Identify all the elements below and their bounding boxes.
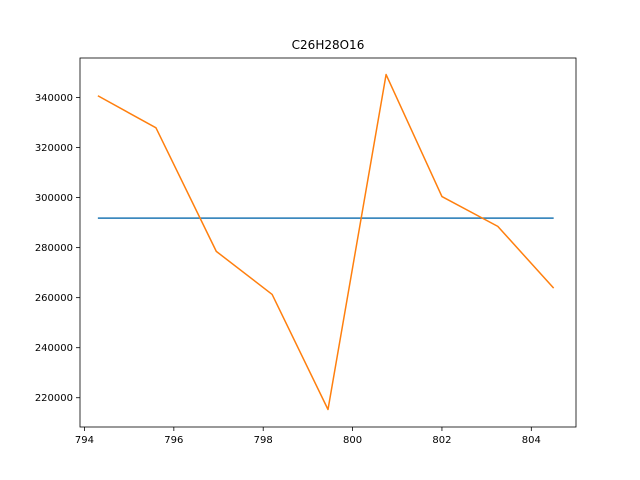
series-layer	[97, 73, 555, 411]
x-tick-label: 802	[432, 435, 451, 446]
y-tick-label: 260000	[35, 293, 73, 304]
series-line-1	[97, 73, 555, 411]
x-tick-label: 794	[75, 435, 94, 446]
y-tick-label: 300000	[35, 193, 73, 204]
x-tick-label: 796	[164, 435, 183, 446]
y-tick-label: 320000	[35, 143, 73, 154]
x-tick-label: 800	[343, 435, 362, 446]
plot-frame	[79, 57, 577, 428]
y-tick-label: 240000	[35, 343, 73, 354]
chart-title: C26H28O16	[292, 38, 365, 52]
y-tick-label: 220000	[35, 393, 73, 404]
y-tick-label: 340000	[35, 93, 73, 104]
y-tick-label: 280000	[35, 243, 73, 254]
x-tick-label: 804	[522, 435, 541, 446]
axes-layer: 794 796 798 800 802 804 220000 240000 260000 2800…	[35, 93, 541, 446]
x-tick-label: 798	[254, 435, 273, 446]
